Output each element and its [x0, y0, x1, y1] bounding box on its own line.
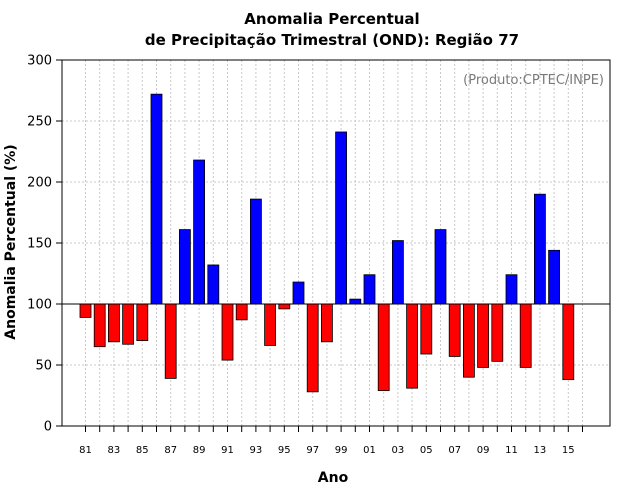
y-axis-label: Anomalia Percentual (%): [3, 144, 19, 339]
x-tick-label: 03: [392, 445, 405, 456]
y-tick-label: 50: [35, 359, 52, 374]
bar-14: [548, 249, 560, 305]
bar-96: [292, 281, 305, 305]
bar-82: [93, 303, 106, 348]
bar-89: [193, 159, 206, 305]
x-tick-label: 99: [335, 445, 348, 456]
y-tick-label: 0: [44, 420, 52, 435]
chart-subtitle: de Precipitação Trimestral (OND): Região…: [145, 31, 519, 49]
bar-02: [377, 303, 390, 392]
bar-88: [178, 229, 191, 305]
x-tick-label: 97: [306, 445, 319, 456]
bar-97: [306, 303, 319, 393]
bar-92: [235, 303, 248, 321]
bar-99: [335, 131, 348, 305]
bar-06: [434, 229, 447, 305]
y-tick-label: 100: [27, 298, 52, 313]
bar-83: [108, 303, 120, 343]
bar-93: [249, 198, 262, 305]
y-tick-label: 150: [27, 237, 52, 252]
x-tick-label: 13: [534, 445, 547, 456]
y-tick-label: 300: [27, 54, 52, 69]
x-tick-label: 93: [250, 445, 263, 456]
bar-08: [462, 303, 475, 378]
bar-90: [207, 264, 220, 305]
x-tick-label: 07: [448, 445, 461, 456]
bar-11: [505, 274, 518, 305]
x-tick-label: 09: [477, 445, 490, 456]
bar-13: [534, 193, 546, 305]
x-tick-label: 83: [108, 445, 121, 456]
bar-94: [264, 303, 277, 346]
bar-10: [491, 303, 504, 362]
y-tick-label: 200: [27, 176, 52, 191]
x-tick-label: 11: [505, 445, 518, 456]
bar-85: [136, 303, 149, 341]
bars-layer: [79, 93, 575, 393]
bar-15: [562, 303, 575, 381]
x-tick-label: 01: [363, 445, 376, 456]
x-tick-label: 87: [164, 445, 177, 456]
bar-12: [519, 303, 532, 368]
x-tick-label: 15: [562, 445, 575, 456]
bar-09: [477, 303, 490, 368]
y-tick-label: 250: [27, 115, 52, 130]
bar-07: [448, 303, 461, 357]
bar-98: [320, 303, 333, 343]
x-tick-label: 81: [79, 445, 92, 456]
product-annotation: (Produto:CPTEC/INPE): [463, 73, 604, 88]
bar-01: [363, 274, 376, 305]
x-tick-label: 89: [193, 445, 206, 456]
bar-95: [278, 303, 291, 310]
bar-03: [391, 240, 404, 305]
x-tick-label: 85: [136, 445, 149, 456]
x-tick-label: 91: [221, 445, 234, 456]
bar-84: [122, 303, 134, 345]
x-axis-label: Ano: [318, 470, 349, 486]
bar-86: [150, 93, 163, 305]
bar-91: [221, 303, 234, 361]
bar-04: [406, 303, 419, 389]
chart-title: Anomalia Percentual: [244, 10, 419, 28]
x-tick-label: 05: [420, 445, 433, 456]
bar-81: [79, 303, 92, 318]
bar-87: [164, 303, 177, 379]
bar-05: [420, 303, 433, 355]
bar-00: [349, 298, 362, 305]
x-tick-label: 95: [278, 445, 291, 456]
